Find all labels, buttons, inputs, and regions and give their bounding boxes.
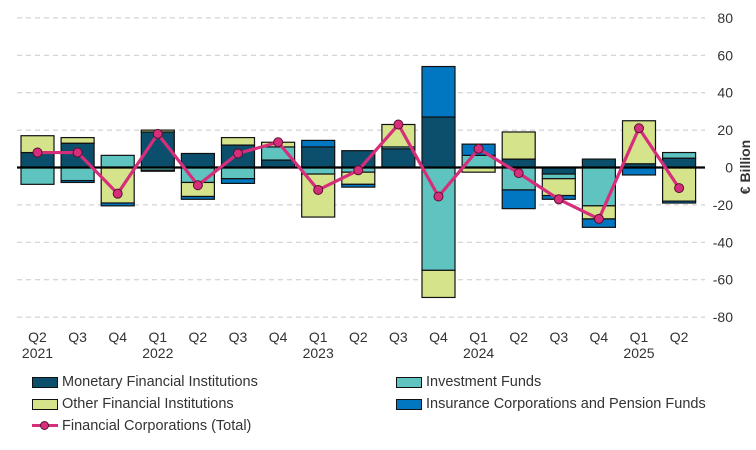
bar-segment [20,166,55,185]
x-tick-label: Q3 [229,329,248,345]
total-point [674,183,685,194]
bar-segment [301,173,336,218]
y-tick-label: -20 [713,197,733,213]
x-tick-label: Q2 [28,329,47,345]
legend-swatch-total [32,416,58,436]
bar-segment [661,157,697,169]
bar-segment [421,65,456,118]
x-year-label: 2025 [623,345,654,361]
bar-segment [60,136,95,144]
x-year-label: 2024 [463,345,494,361]
total-point [473,143,484,154]
x-year-label: 2023 [303,345,334,361]
bar-segment [261,159,296,169]
y-tick-label: 0 [725,160,733,176]
bar-segment [60,179,95,184]
bar-segment [301,139,336,148]
total-point [72,147,83,158]
bar-segment [60,166,95,182]
total-point [313,184,324,195]
legend-label-icpf: Insurance Corporations and Pension Funds [426,396,706,412]
bar-segment [381,148,416,169]
legend-label-if: Investment Funds [426,374,542,390]
legend-item-if: Investment Funds [396,372,541,392]
x-tick-label: Q4 [108,329,127,345]
legend-item-mfi: Monetary Financial Institutions [32,372,258,392]
bar-segment [301,146,336,169]
x-year-label: 2022 [142,345,173,361]
total-point [273,137,284,148]
total-point [393,119,404,130]
y-tick-label: 80 [717,10,733,26]
total-point [192,180,203,191]
total-point [513,168,524,179]
legend-swatch-mfi [32,376,58,388]
bar-segment [581,166,617,207]
bar-segment [661,200,697,204]
legend-label-total: Financial Corporations (Total) [62,418,252,434]
legend-label-mfi: Monetary Financial Institutions [62,374,258,390]
x-tick-label: Q2 [349,329,368,345]
y-tick-label: -40 [713,234,733,250]
x-tick-label: Q2 [509,329,528,345]
bar-segment [100,154,135,169]
legend-item-icpf: Insurance Corporations and Pension Funds [396,394,706,414]
x-tick-label: Q2 [189,329,208,345]
bar-segment [541,173,576,180]
bar-segment [501,189,536,210]
legend-item-total: Financial Corporations (Total) [32,416,251,436]
bar-segment [220,136,256,146]
bar-segment [341,183,376,188]
y-tick-label: 40 [717,85,733,101]
bar-segment [140,169,175,172]
bar-segment [100,202,135,207]
x-tick-label: Q3 [68,329,87,345]
y-axis-label: € Billion [737,140,753,194]
x-tick-label: Q4 [269,329,288,345]
legend-swatch-ofi [32,398,58,410]
x-tick-label: Q3 [549,329,568,345]
bar-segment [220,166,256,180]
x-tick-label: Q1 [309,329,328,345]
bar-segment [220,178,256,184]
total-point [353,165,364,176]
total-point [593,213,604,224]
bar-segment [180,152,215,169]
x-tick-label: Q4 [590,329,609,345]
legend-swatch-if [396,376,422,388]
x-tick-label: Q3 [389,329,408,345]
bar-segment [180,195,215,200]
total-point [553,194,564,205]
legend-label-ofi: Other Financial Institutions [62,396,234,412]
total-point [233,148,243,159]
bar-segment [501,131,536,160]
total-point [433,191,444,202]
y-tick-label: 60 [717,47,733,63]
x-tick-label: Q1 [469,329,488,345]
total-point [152,128,163,139]
total-point [634,123,644,134]
bar-segment [421,269,456,299]
x-tick-label: Q4 [429,329,448,345]
total-point [32,147,43,158]
bar-segment [621,166,657,176]
bar-segment [581,158,617,169]
x-tick-label: Q2 [670,329,689,345]
legend-swatch-icpf [396,398,422,410]
y-tick-label: -80 [713,309,733,325]
x-tick-label: Q1 [148,329,167,345]
bar-segment [421,116,456,169]
y-tick-label: 20 [717,122,733,138]
total-point [112,188,123,199]
x-tick-label: Q1 [630,329,649,345]
legend-item-ofi: Other Financial Institutions [32,394,234,414]
bar-segment [661,151,697,159]
y-tick-label: -60 [713,272,733,288]
x-year-label: 2021 [22,345,53,361]
